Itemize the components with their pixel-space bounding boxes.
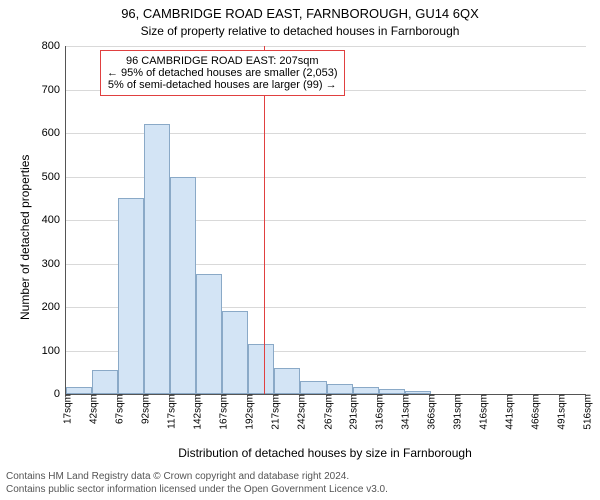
annotation-line: 5% of semi-detached houses are larger (9… [107, 79, 338, 91]
histogram-bar [327, 384, 353, 394]
x-tick-label: 192sqm [241, 394, 256, 430]
histogram-bar [170, 177, 196, 395]
x-tick-label: 316sqm [370, 394, 385, 430]
y-tick-label: 600 [42, 127, 66, 139]
x-tick-label: 416sqm [474, 394, 489, 430]
annotation-line: 96 CAMBRIDGE ROAD EAST: 207sqm [107, 55, 338, 67]
x-tick-label: 391sqm [448, 394, 463, 430]
histogram-bar [196, 274, 222, 394]
y-tick-label: 300 [42, 258, 66, 270]
y-tick-label: 500 [42, 171, 66, 183]
y-tick-label: 700 [42, 84, 66, 96]
y-tick-label: 800 [42, 40, 66, 52]
histogram-bar [222, 311, 248, 394]
x-tick-label: 491sqm [552, 394, 567, 430]
x-tick-label: 67sqm [111, 394, 126, 424]
x-tick-label: 291sqm [344, 394, 359, 430]
histogram-bar [300, 381, 326, 394]
x-tick-label: 217sqm [267, 394, 282, 430]
footer-line: Contains HM Land Registry data © Crown c… [6, 471, 388, 484]
x-axis-label: Distribution of detached houses by size … [65, 446, 585, 460]
histogram-bar [274, 368, 300, 394]
x-tick-label: 267sqm [319, 394, 334, 430]
y-axis-label: Number of detached properties [18, 155, 32, 320]
gridline [66, 46, 586, 47]
x-tick-label: 441sqm [500, 394, 515, 430]
chart-subtitle: Size of property relative to detached ho… [0, 24, 600, 38]
plot-area: 010020030040050060070080017sqm42sqm67sqm… [65, 46, 586, 395]
histogram-bar [118, 198, 144, 394]
annotation-line: ← 95% of detached houses are smaller (2,… [107, 67, 338, 79]
x-tick-label: 466sqm [526, 394, 541, 430]
x-tick-label: 42sqm [85, 394, 100, 424]
x-tick-label: 92sqm [137, 394, 152, 424]
y-tick-label: 100 [42, 345, 66, 357]
footer-line: Contains public sector information licen… [6, 484, 388, 497]
histogram-bar [248, 344, 274, 394]
x-tick-label: 167sqm [215, 394, 230, 430]
x-tick-label: 516sqm [579, 394, 594, 430]
footer-attribution: Contains HM Land Registry data © Crown c… [0, 471, 388, 496]
chart-title: 96, CAMBRIDGE ROAD EAST, FARNBOROUGH, GU… [0, 6, 600, 21]
x-tick-label: 366sqm [422, 394, 437, 430]
x-tick-label: 341sqm [396, 394, 411, 430]
histogram-bar [92, 370, 118, 394]
y-tick-label: 400 [42, 214, 66, 226]
reference-line [264, 46, 265, 394]
x-tick-label: 117sqm [163, 394, 178, 429]
chart-container: 96, CAMBRIDGE ROAD EAST, FARNBOROUGH, GU… [0, 0, 600, 500]
x-tick-label: 142sqm [189, 394, 204, 430]
annotation-box: 96 CAMBRIDGE ROAD EAST: 207sqm← 95% of d… [100, 50, 345, 96]
x-tick-label: 17sqm [59, 394, 74, 424]
y-tick-label: 200 [42, 301, 66, 313]
x-tick-label: 242sqm [293, 394, 308, 430]
histogram-bar [144, 124, 170, 394]
